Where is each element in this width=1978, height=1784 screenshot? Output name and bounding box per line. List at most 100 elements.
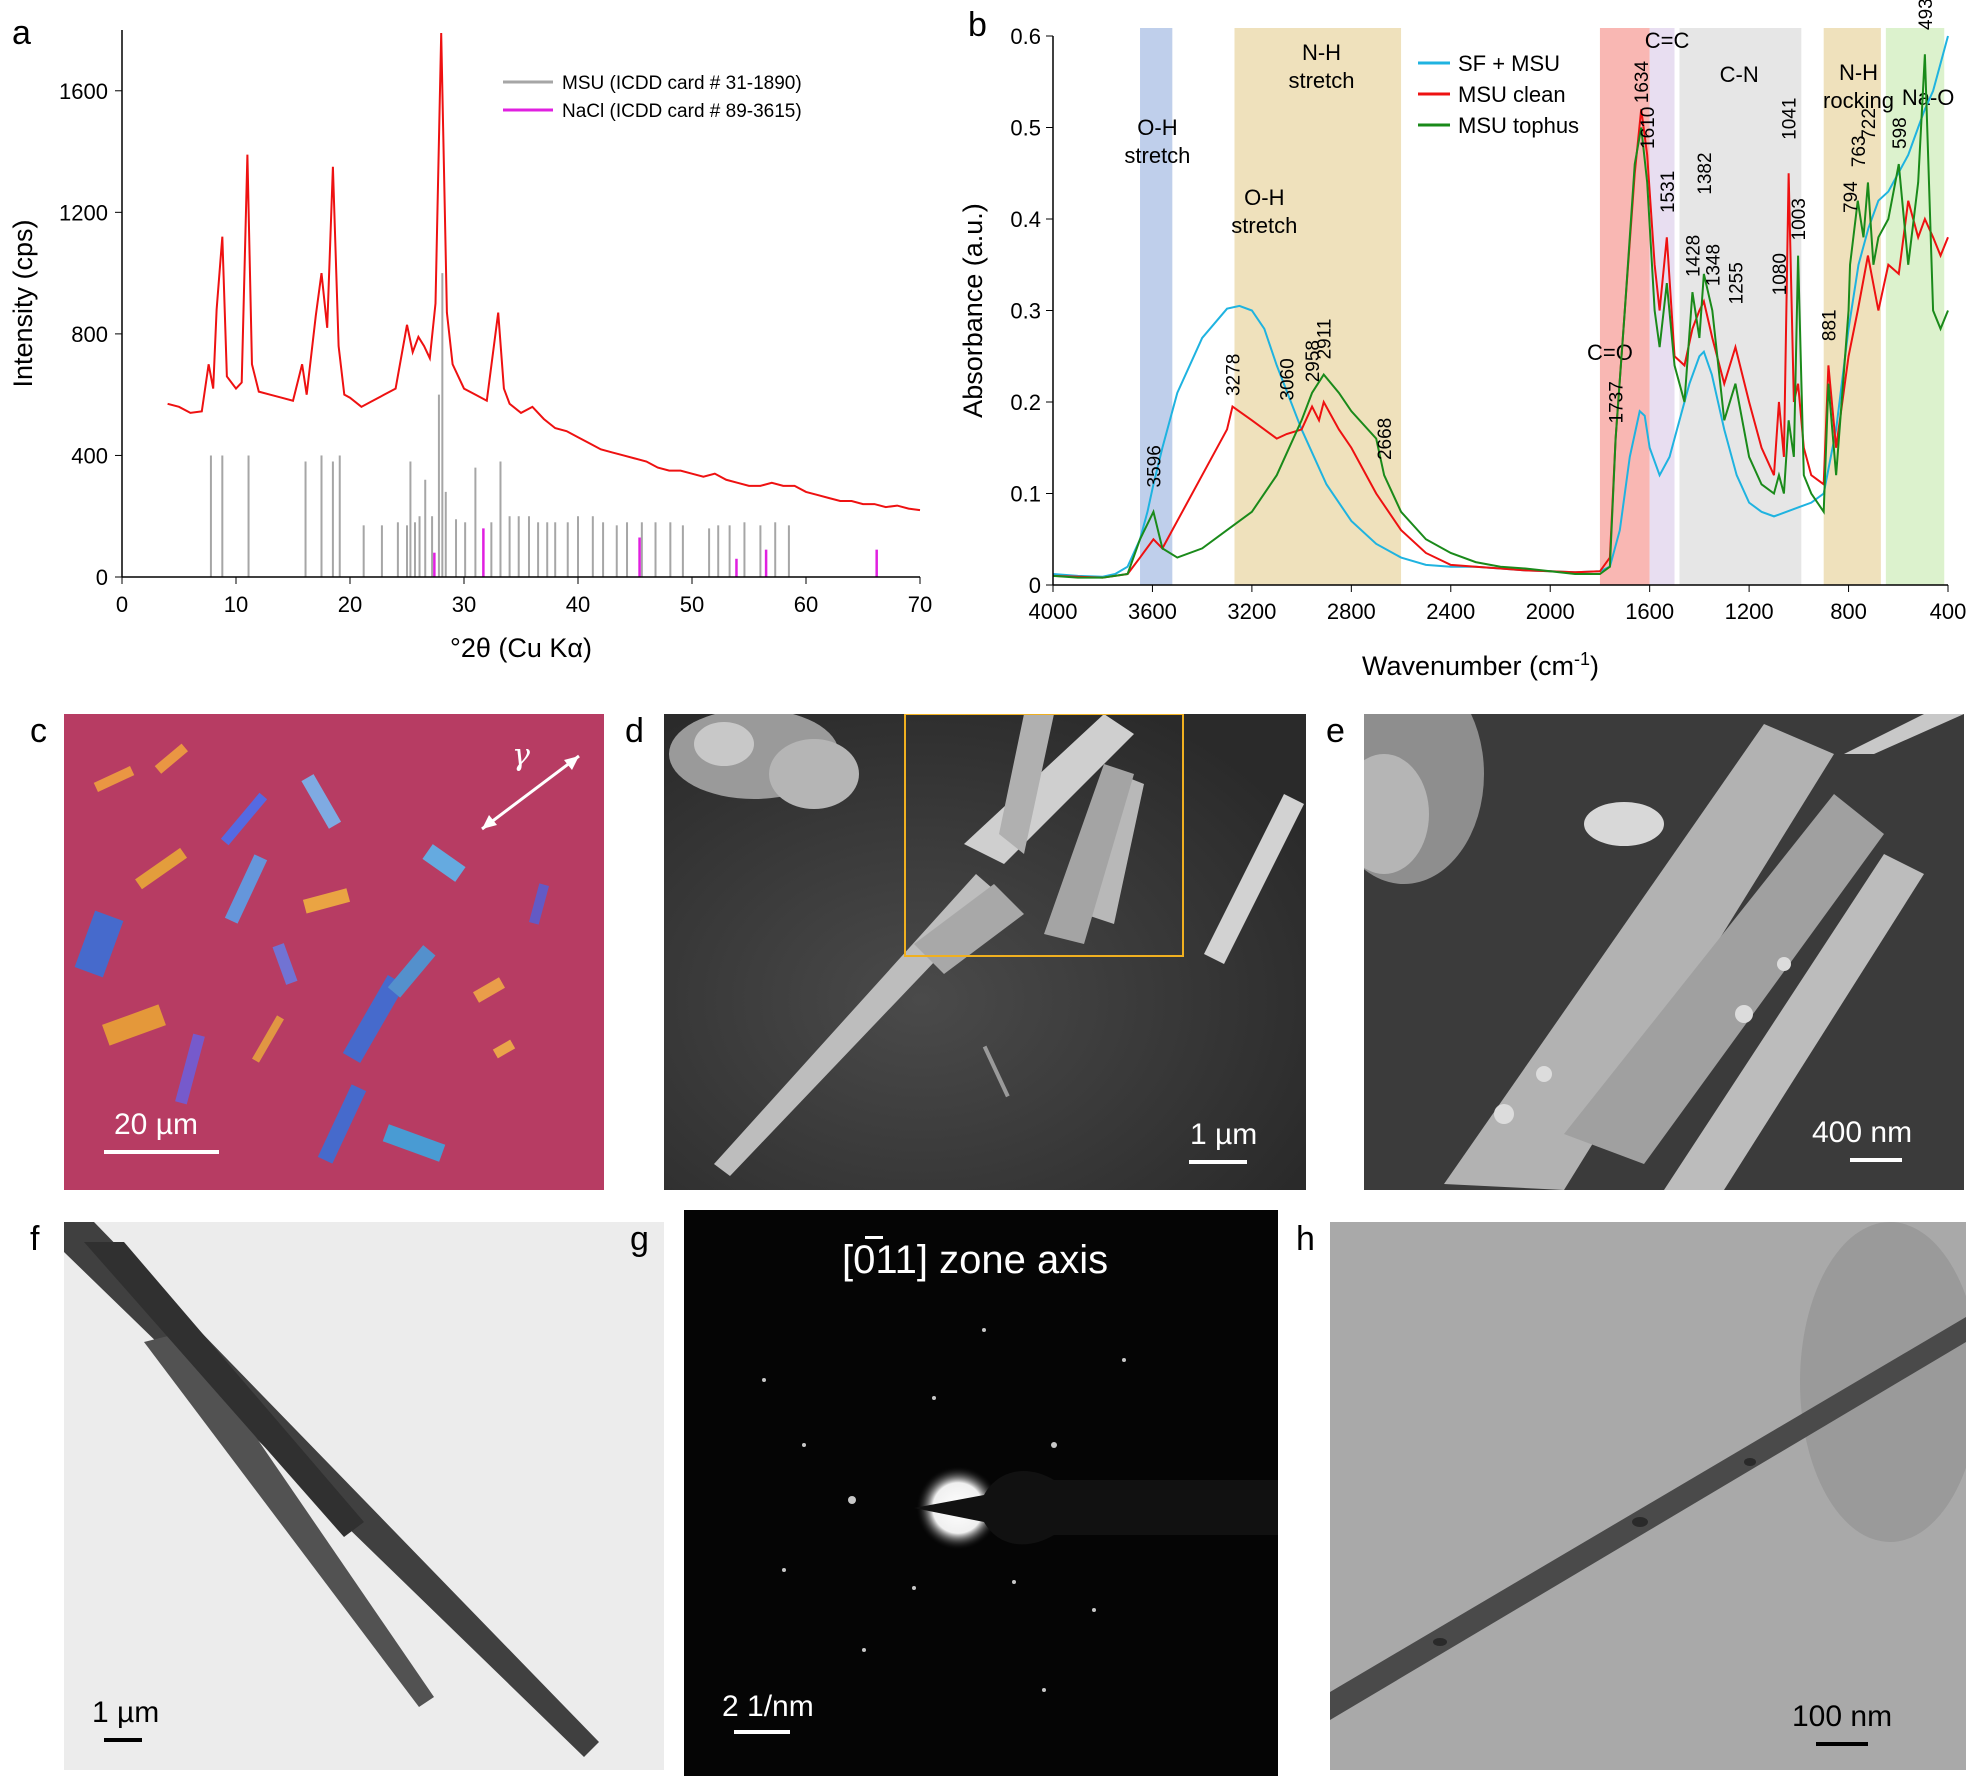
x-axis-label: °2θ (Cu Kα) bbox=[450, 633, 592, 663]
x-tick-label: 50 bbox=[680, 592, 704, 617]
y-tick-label: 1200 bbox=[59, 200, 108, 225]
x-tick-label: 1200 bbox=[1725, 599, 1774, 624]
polarizer-direction-arrow bbox=[481, 754, 580, 831]
scale-bar-g bbox=[734, 1730, 790, 1734]
spectrum-line bbox=[1052, 35, 1949, 578]
y-tick-label: 800 bbox=[71, 322, 108, 347]
tem-rod bbox=[1330, 1222, 1966, 1770]
x-tick-label: 2000 bbox=[1526, 599, 1575, 624]
peak-label: 598 bbox=[1890, 117, 1911, 149]
y-tick-label: 1600 bbox=[59, 79, 108, 104]
peak-label: 1255 bbox=[1726, 262, 1747, 304]
peak-label: 1041 bbox=[1780, 98, 1801, 140]
peak-label: 763 bbox=[1849, 136, 1870, 168]
legend-label: SF + MSU bbox=[1458, 51, 1560, 76]
y-tick-label: 0.5 bbox=[1010, 116, 1041, 141]
sem-image-overview: 1 µm bbox=[664, 714, 1306, 1190]
band-label: rocking bbox=[1823, 88, 1894, 113]
peak-label: 722 bbox=[1859, 108, 1880, 140]
y-axis-label: Absorbance (a.u.) bbox=[958, 203, 988, 418]
peak-label: 794 bbox=[1841, 181, 1862, 213]
panel-label-c: c bbox=[30, 712, 47, 750]
band-label: O-H bbox=[1137, 115, 1177, 140]
measured-pattern-line bbox=[167, 33, 921, 512]
legend-label: MSU clean bbox=[1458, 82, 1566, 107]
peak-label: 3596 bbox=[1144, 445, 1165, 487]
xrd-chart: a 0 10 20 30 40 50 60 70 0 400 800 1200 1600 °2θ (Cu K… bbox=[8, 14, 932, 663]
peak-label: 2958 bbox=[1303, 340, 1324, 382]
x-tick-label: 20 bbox=[338, 592, 362, 617]
x-tick-label: 0 bbox=[116, 592, 128, 617]
scale-label-h: 100 nm bbox=[1792, 1700, 1893, 1733]
spectrum-line bbox=[1052, 109, 1949, 579]
zone-axis-label: [011] zone axis bbox=[842, 1238, 1109, 1282]
scale-label-f: 1 µm bbox=[92, 1696, 160, 1729]
band-label: O-H bbox=[1244, 185, 1284, 210]
y-tick-label: 0.1 bbox=[1010, 482, 1041, 507]
panel-label-e: e bbox=[1326, 712, 1345, 750]
x-tick-label: 800 bbox=[1830, 599, 1867, 624]
tem-crystal bbox=[64, 1222, 599, 1757]
spectral-band bbox=[1140, 28, 1173, 585]
x-tick-label: 4000 bbox=[1029, 599, 1078, 624]
band-label: Na-O bbox=[1902, 85, 1955, 110]
x-tick-label: 3600 bbox=[1128, 599, 1177, 624]
peak-label: 3278 bbox=[1223, 354, 1244, 396]
peak-label: 1428 bbox=[1683, 235, 1704, 277]
panel-label-f: f bbox=[30, 1220, 40, 1258]
x-axis-label: Wavenumber (cm-1) bbox=[1362, 649, 1599, 681]
sem-zoomed-needles bbox=[1364, 714, 1964, 1190]
scale-bar-e bbox=[1850, 1158, 1902, 1162]
y-axis-label: Intensity (cps) bbox=[8, 219, 38, 387]
y-tick-label: 0 bbox=[96, 565, 108, 590]
band-label: C=C bbox=[1645, 28, 1690, 53]
electron-diffraction-pattern: [011] zone axis 2 1/nm bbox=[684, 1210, 1278, 1776]
peak-label: 1003 bbox=[1789, 198, 1810, 240]
spectrum-line bbox=[1052, 54, 1949, 579]
tem-image-needles: 1 µm bbox=[64, 1222, 664, 1770]
tem-image-high-mag: 100 nm bbox=[1330, 1222, 1966, 1770]
x-tick-label: 400 bbox=[1930, 599, 1967, 624]
peak-label: 3060 bbox=[1278, 358, 1299, 400]
peak-label: 881 bbox=[1819, 309, 1840, 341]
x-tick-label: 3200 bbox=[1227, 599, 1276, 624]
scale-bar-f bbox=[104, 1738, 142, 1742]
x-tick-label: 10 bbox=[224, 592, 248, 617]
sem-image-zoom: 400 nm bbox=[1364, 714, 1964, 1190]
scale-label-e: 400 nm bbox=[1812, 1116, 1913, 1149]
scale-label-d: 1 µm bbox=[1190, 1118, 1258, 1151]
y-tick-label: 0.3 bbox=[1010, 299, 1041, 324]
peak-label: 1610 bbox=[1638, 107, 1659, 149]
peak-label: 1348 bbox=[1703, 244, 1724, 286]
x-axis-label-sup: -1 bbox=[1574, 649, 1590, 669]
panel-label-a: a bbox=[12, 14, 31, 52]
x-tick-label: 30 bbox=[452, 592, 476, 617]
peak-label: 1737 bbox=[1607, 381, 1628, 423]
x-tick-label: 2400 bbox=[1426, 599, 1475, 624]
diffraction-spots bbox=[762, 1328, 1278, 1692]
peak-label: 1531 bbox=[1658, 171, 1679, 213]
peak-label: 1634 bbox=[1632, 60, 1653, 103]
panel-label-b: b bbox=[968, 6, 987, 44]
y-tick-label: 0.6 bbox=[1010, 24, 1041, 49]
x-axis-label-end: ) bbox=[1590, 651, 1599, 681]
x-tick-label: 40 bbox=[566, 592, 590, 617]
scale-bar-c bbox=[104, 1150, 219, 1154]
y-tick-label: 0.2 bbox=[1010, 390, 1041, 415]
legend-label: MSU tophus bbox=[1458, 113, 1579, 138]
legend-label: NaCl (ICDD card # 89-3615) bbox=[562, 101, 802, 122]
x-tick-label: 1600 bbox=[1625, 599, 1674, 624]
panel-label-d: d bbox=[625, 712, 644, 750]
peak-label: 2911 bbox=[1315, 319, 1336, 360]
x-tick-label: 60 bbox=[794, 592, 818, 617]
zone-axis-overline bbox=[865, 1236, 883, 1239]
peak-label: 493 bbox=[1916, 0, 1937, 30]
x-tick-label: 2800 bbox=[1327, 599, 1376, 624]
spectral-band bbox=[1679, 28, 1802, 585]
band-label: C-N bbox=[1720, 62, 1759, 87]
legend-label: MSU (ICDD card # 31-1890) bbox=[562, 73, 802, 94]
peak-label: 1080 bbox=[1770, 253, 1791, 295]
band-label: stretch bbox=[1124, 143, 1190, 168]
sem-crystal-needles bbox=[664, 714, 1306, 1190]
